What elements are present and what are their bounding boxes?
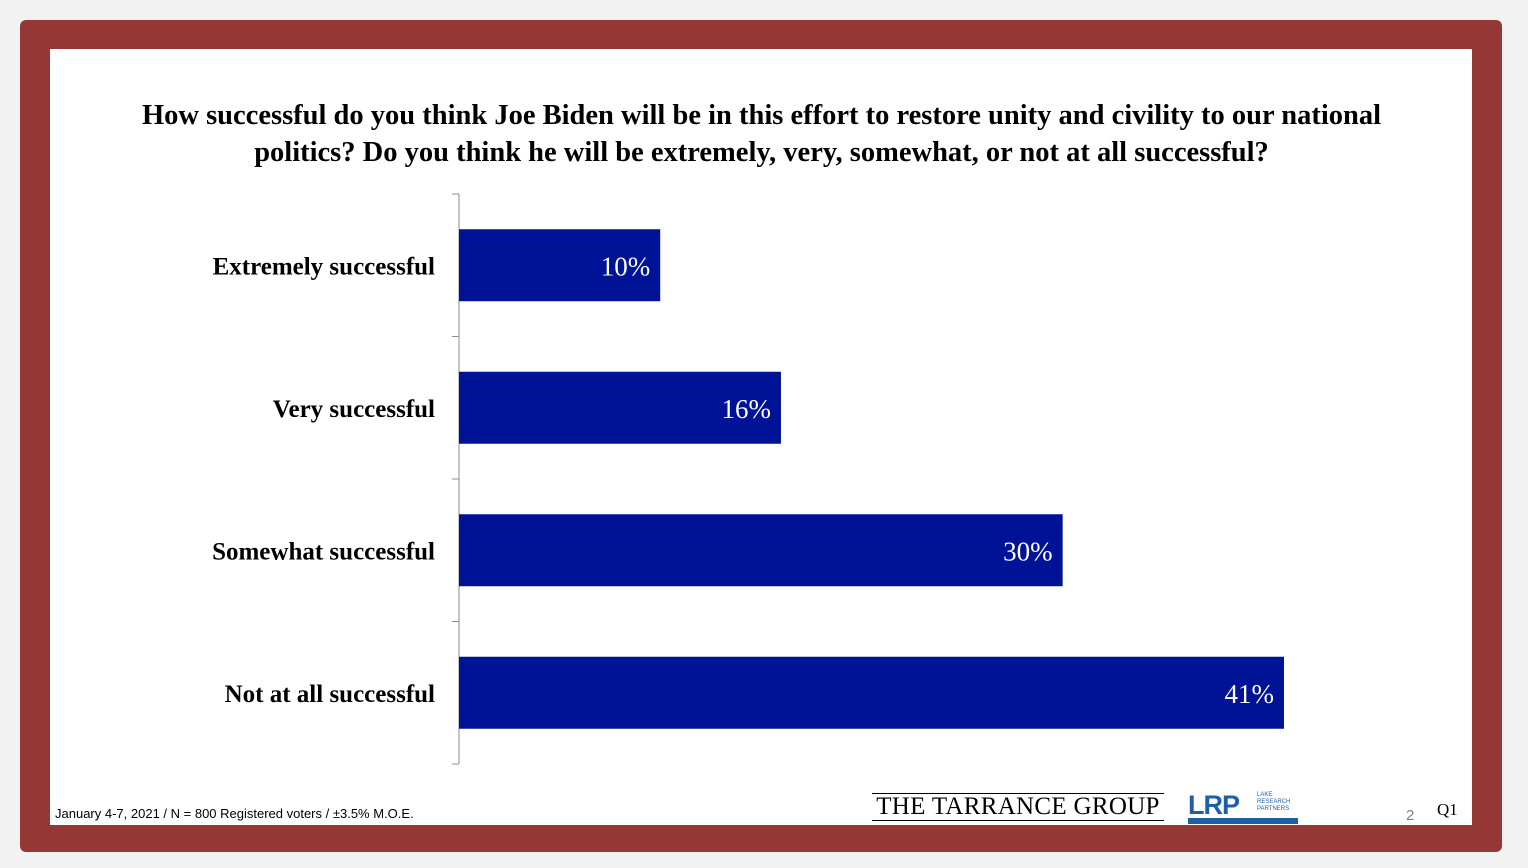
- bar-value-label: 30%: [1003, 536, 1053, 566]
- bar: [459, 656, 1284, 729]
- category-label: Extremely successful: [213, 253, 435, 280]
- footer-note: January 4-7, 2021 / N = 800 Registered v…: [55, 806, 414, 821]
- lrp-sub-line: PARTNERS: [1257, 806, 1290, 812]
- bar: [459, 229, 661, 302]
- bar-value-label: 16%: [721, 394, 771, 424]
- category-label: Very successful: [273, 396, 435, 423]
- lrp-sub-line: RESEARCH: [1257, 799, 1291, 805]
- page-number: 2: [1406, 807, 1415, 824]
- category-label: Somewhat successful: [212, 538, 435, 565]
- bar-value-label: 41%: [1225, 679, 1275, 709]
- lrp-logo-bar: [1188, 818, 1298, 824]
- lrp-logo-text: LRP: [1188, 790, 1240, 820]
- tarrance-group-logo: THE TARRANCE GROUP: [872, 793, 1164, 821]
- question-id: Q1: [1437, 800, 1458, 819]
- lrp-sub-line: LAKE: [1257, 792, 1273, 798]
- question-title: How successful do you think Joe Biden wi…: [141, 100, 1382, 168]
- lrp-logo: LRP LAKE RESEARCH PARTNERS: [1188, 790, 1300, 824]
- bar-value-label: 10%: [601, 251, 651, 281]
- category-label: Not at all successful: [225, 681, 435, 708]
- bar: [459, 371, 781, 444]
- bar: [459, 514, 1063, 587]
- lrp-logo-subtext: LAKE RESEARCH PARTNERS: [1257, 792, 1290, 813]
